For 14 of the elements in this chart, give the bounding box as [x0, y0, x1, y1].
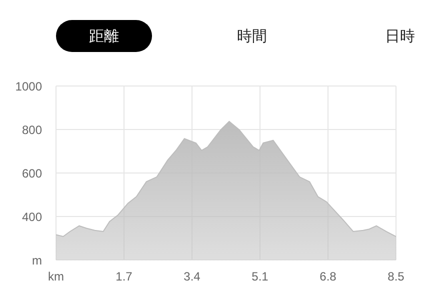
- y-tick-label: 400: [22, 210, 42, 224]
- y-tick-label: m: [32, 253, 42, 268]
- x-tick-label: 8.5: [388, 270, 405, 284]
- y-tick-label: 1000: [15, 79, 42, 94]
- x-tick-label: 5.1: [252, 270, 269, 284]
- x-tick-label: 3.4: [184, 270, 201, 284]
- text: 日時: [384, 26, 416, 46]
- y-tick-label: 600: [22, 166, 42, 180]
- x-tick-label: 1.7: [116, 270, 133, 284]
- y-tick-label: 800: [22, 122, 42, 137]
- x-tick-label: km: [48, 270, 64, 284]
- x-tick-label: 6.8: [320, 270, 337, 284]
- text: 距離: [56, 20, 152, 52]
- text: 時間: [236, 26, 268, 46]
